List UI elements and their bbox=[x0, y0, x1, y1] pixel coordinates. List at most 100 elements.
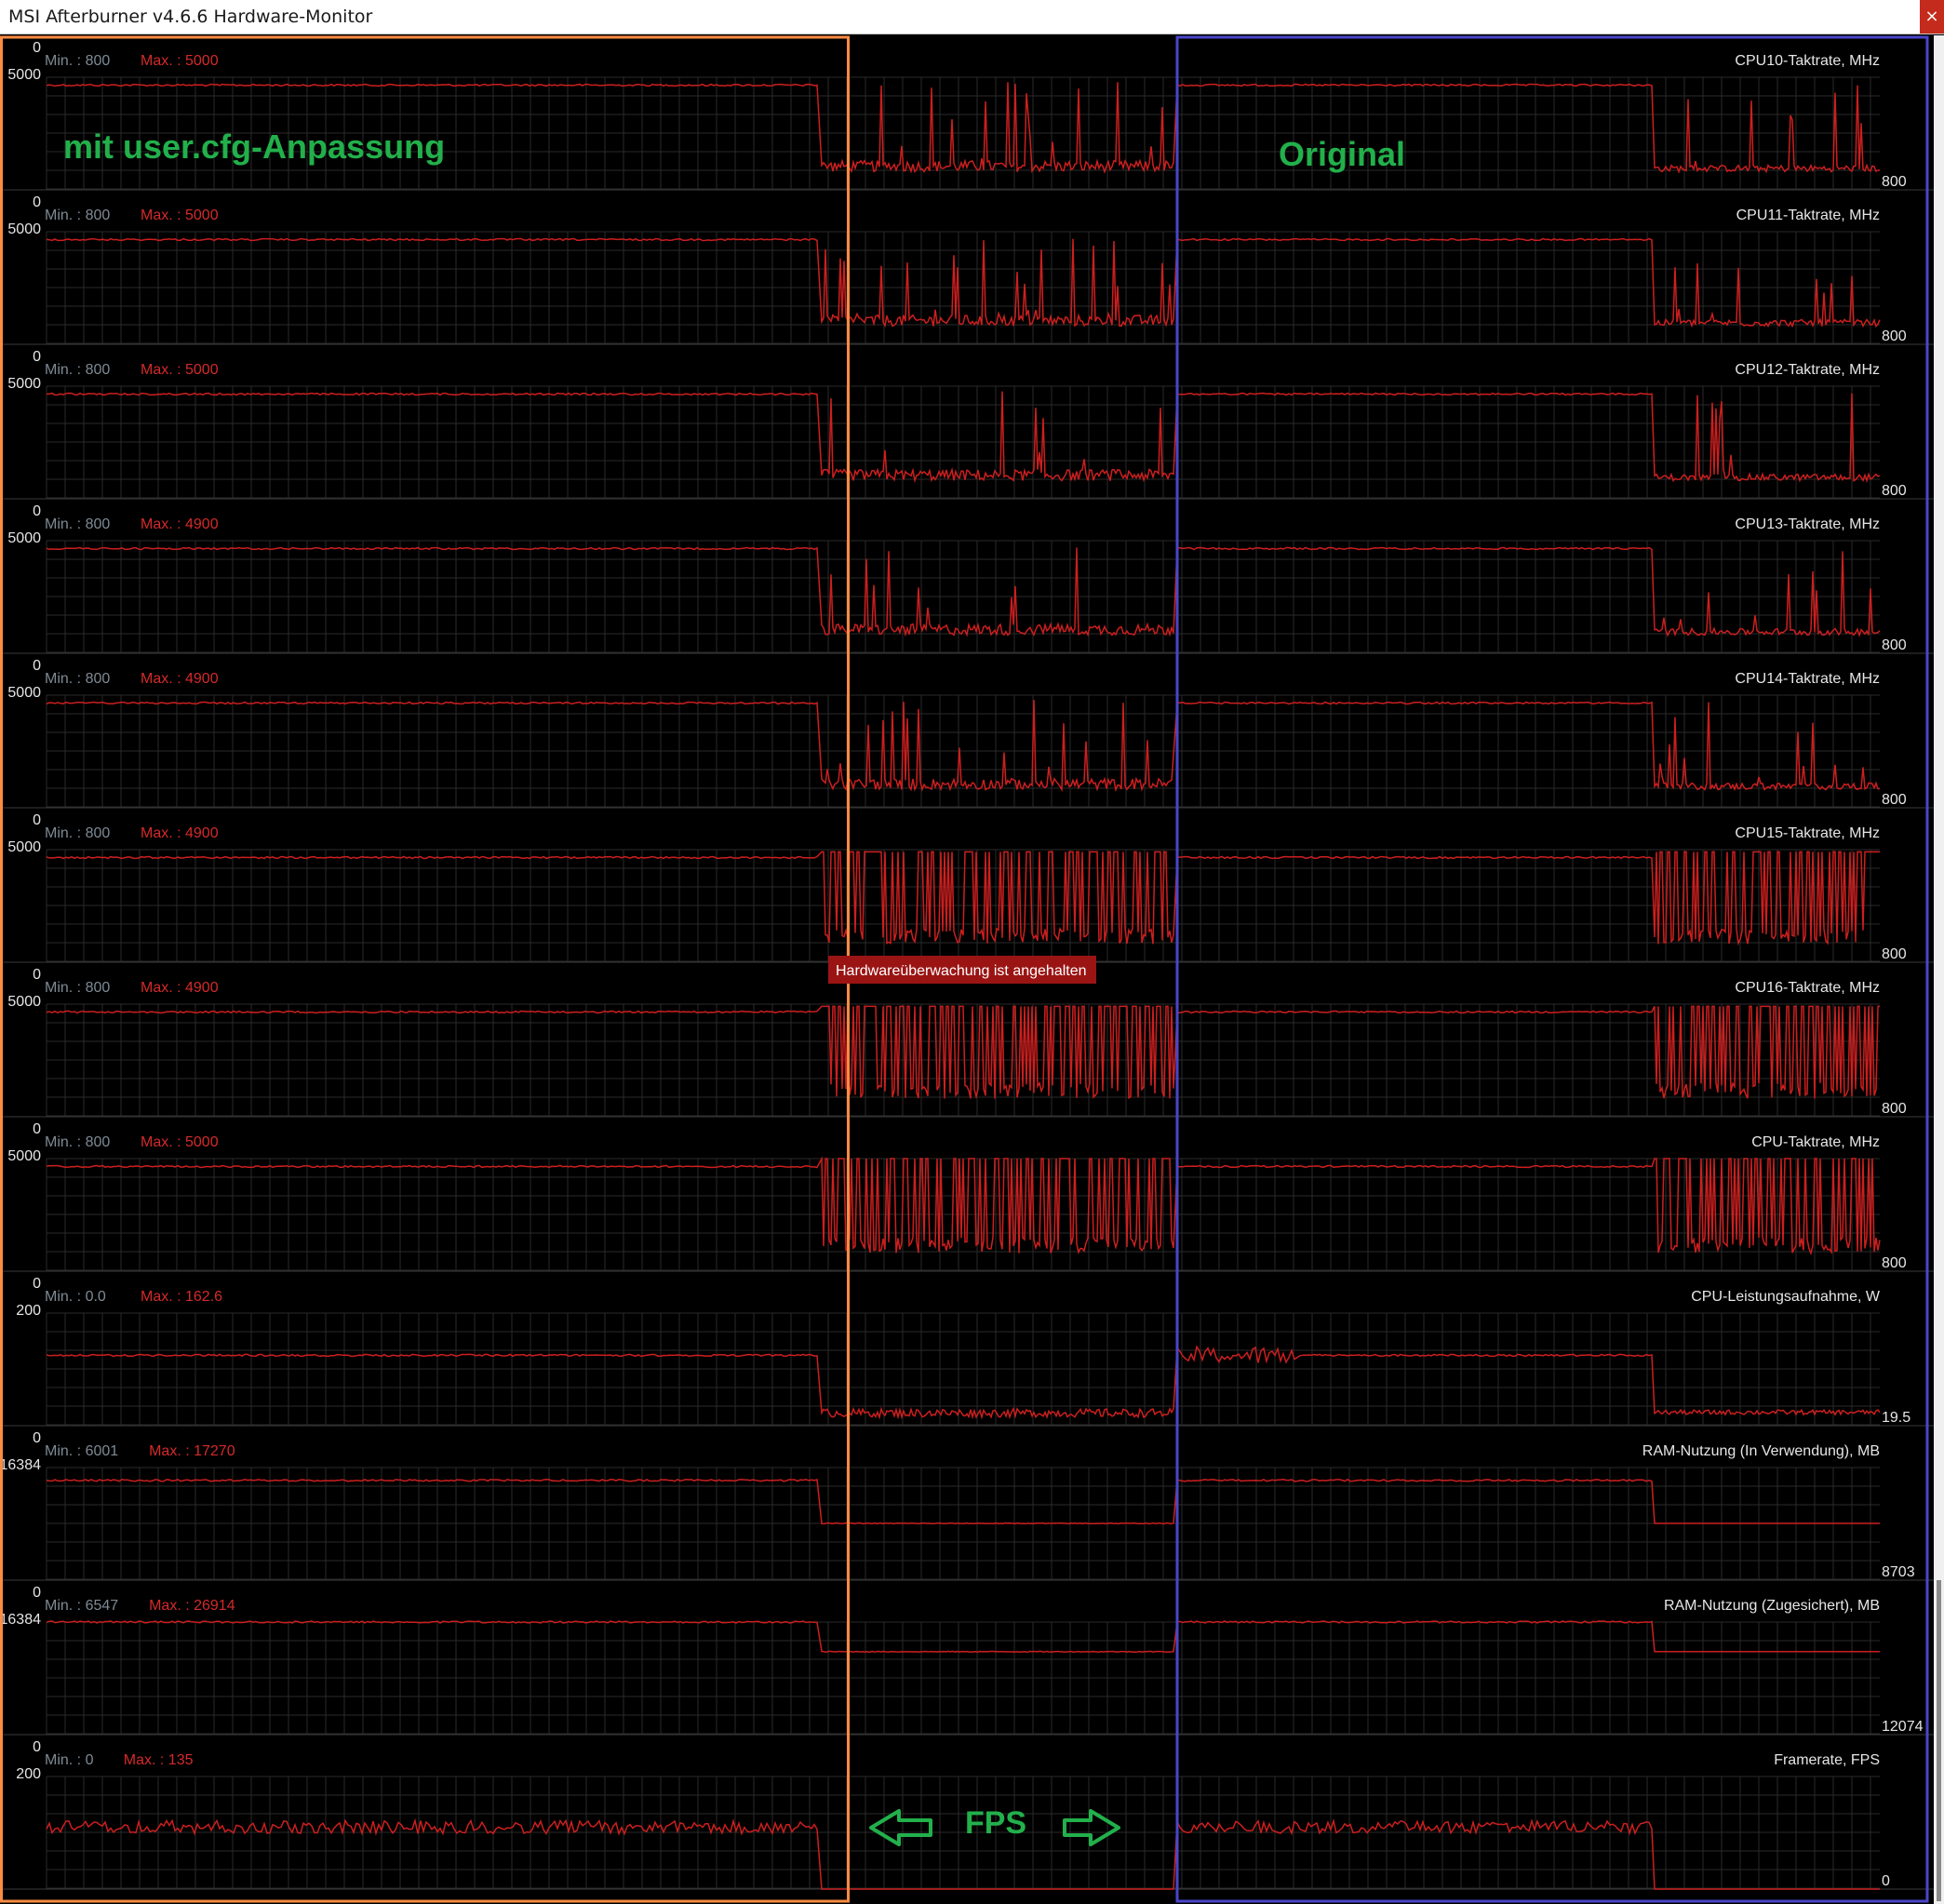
axis-zero-label: 0 bbox=[33, 1430, 41, 1446]
min-label: Min. : 800 bbox=[45, 1134, 110, 1150]
max-label: Max. : 5000 bbox=[141, 208, 219, 223]
axis-zero-label: 0 bbox=[33, 40, 41, 56]
graph-grid bbox=[46, 76, 1880, 190]
axis-max-label: 16384 bbox=[0, 1457, 41, 1473]
axis-max-label: 5000 bbox=[7, 685, 41, 701]
max-label: Max. : 4900 bbox=[141, 671, 219, 687]
current-value-label: 800 bbox=[1882, 637, 1907, 653]
max-label: Max. : 162.6 bbox=[141, 1289, 222, 1305]
min-label: Min. : 800 bbox=[45, 208, 110, 223]
axis-zero-label: 0 bbox=[33, 194, 41, 210]
axis-max-label: 200 bbox=[16, 1766, 41, 1782]
min-label: Min. : 800 bbox=[45, 516, 110, 532]
min-label: Min. : 800 bbox=[45, 362, 110, 378]
graph-title: RAM-Nutzung (In Verwendung), MB bbox=[1642, 1443, 1880, 1459]
graph-trace bbox=[46, 82, 1880, 174]
graph-grid bbox=[46, 540, 1880, 653]
graph-title: CPU-Taktrate, MHz bbox=[1751, 1134, 1880, 1150]
axis-max-label: 5000 bbox=[7, 376, 41, 392]
graph-title: CPU-Leistungsaufnahme, W bbox=[1691, 1289, 1881, 1305]
graph-trace bbox=[46, 1005, 1880, 1100]
max-label: Max. : 26914 bbox=[149, 1598, 235, 1614]
graph-trace bbox=[46, 1620, 1880, 1654]
paused-tooltip-text: Hardwareüberwachung ist angehalten bbox=[836, 963, 1087, 979]
graph-title: Framerate, FPS bbox=[1774, 1752, 1880, 1768]
graph-title: CPU15-Taktrate, MHz bbox=[1735, 825, 1880, 841]
max-label: Max. : 4900 bbox=[141, 825, 219, 841]
graph-trace bbox=[46, 1478, 1880, 1525]
max-label: Max. : 17270 bbox=[149, 1443, 235, 1459]
min-label: Min. : 0.0 bbox=[45, 1289, 106, 1305]
graph-trace bbox=[46, 1156, 1881, 1255]
min-label: Min. : 6001 bbox=[45, 1443, 118, 1459]
paused-tooltip: Hardwareüberwachung ist angehalten bbox=[828, 956, 1096, 984]
axis-zero-label: 0 bbox=[33, 349, 41, 365]
current-value-label: 12074 bbox=[1882, 1719, 1924, 1735]
annotation-left-label: mit user.cfg-Anpassung bbox=[63, 127, 445, 166]
current-value-label: 8703 bbox=[1882, 1564, 1915, 1580]
graph-trace bbox=[46, 1345, 1881, 1420]
current-value-label: 800 bbox=[1882, 483, 1907, 499]
axis-zero-label: 0 bbox=[33, 503, 41, 519]
graph-trace bbox=[46, 1817, 1880, 1890]
scrollbar-thumb[interactable] bbox=[1937, 1580, 1941, 1901]
window-title: MSI Afterburner v4.6.6 Hardware-Monitor bbox=[8, 7, 373, 27]
max-label: Max. : 135 bbox=[124, 1752, 194, 1768]
current-value-label: 800 bbox=[1882, 329, 1907, 344]
graph-grid bbox=[46, 1158, 1880, 1271]
axis-zero-label: 0 bbox=[33, 1739, 41, 1755]
annotation-box-right bbox=[1175, 35, 1929, 1903]
min-label: Min. : 800 bbox=[45, 53, 110, 69]
graph-title: CPU11-Taktrate, MHz bbox=[1736, 208, 1880, 223]
axis-max-label: 5000 bbox=[7, 530, 41, 546]
axis-zero-label: 0 bbox=[33, 1276, 41, 1292]
graph-title: RAM-Nutzung (Zugesichert), MB bbox=[1664, 1598, 1880, 1614]
graph-title: CPU13-Taktrate, MHz bbox=[1735, 516, 1880, 532]
max-label: Max. : 5000 bbox=[141, 53, 219, 69]
graph-title: CPU12-Taktrate, MHz bbox=[1735, 362, 1880, 378]
axis-max-label: 5000 bbox=[7, 1148, 41, 1164]
graph-trace bbox=[46, 546, 1881, 638]
graph-grid bbox=[46, 231, 1880, 344]
min-label: Min. : 0 bbox=[45, 1752, 94, 1768]
graph-trace bbox=[46, 391, 1881, 484]
close-button[interactable]: × bbox=[1920, 0, 1944, 34]
current-value-label: 19.5 bbox=[1882, 1410, 1910, 1426]
min-label: Min. : 800 bbox=[45, 980, 110, 996]
axis-zero-label: 0 bbox=[33, 967, 41, 983]
graph-grid bbox=[46, 1003, 1880, 1117]
graph-grid bbox=[46, 694, 1880, 808]
axis-zero-label: 0 bbox=[33, 1585, 41, 1601]
axis-zero-label: 0 bbox=[33, 1121, 41, 1137]
annotation-right-label: Original bbox=[1279, 135, 1405, 173]
vertical-scrollbar[interactable] bbox=[1934, 35, 1944, 1904]
axis-max-label: 5000 bbox=[7, 67, 41, 83]
axis-max-label: 5000 bbox=[7, 221, 41, 237]
graph-trace bbox=[46, 851, 1880, 946]
graph-title: CPU10-Taktrate, MHz bbox=[1735, 53, 1880, 69]
graph-grid bbox=[46, 849, 1880, 962]
axis-max-label: 200 bbox=[16, 1303, 41, 1319]
current-value-label: 800 bbox=[1882, 174, 1907, 190]
min-label: Min. : 800 bbox=[45, 825, 110, 841]
max-label: Max. : 4900 bbox=[141, 980, 219, 996]
graph-grid bbox=[46, 1621, 1880, 1735]
graph-title: CPU16-Taktrate, MHz bbox=[1735, 980, 1880, 996]
arrow-right-icon bbox=[1063, 1809, 1120, 1846]
annotation-center-label: FPS bbox=[965, 1805, 1026, 1841]
max-label: Max. : 4900 bbox=[141, 516, 219, 532]
max-label: Max. : 5000 bbox=[141, 1134, 219, 1150]
graph-trace bbox=[46, 700, 1881, 793]
graph-panel: 5000 0 Min. : 800 Max. : 5000 CPU11-Taktrate… bbox=[0, 194, 1934, 345]
current-value-label: 800 bbox=[1882, 792, 1907, 808]
